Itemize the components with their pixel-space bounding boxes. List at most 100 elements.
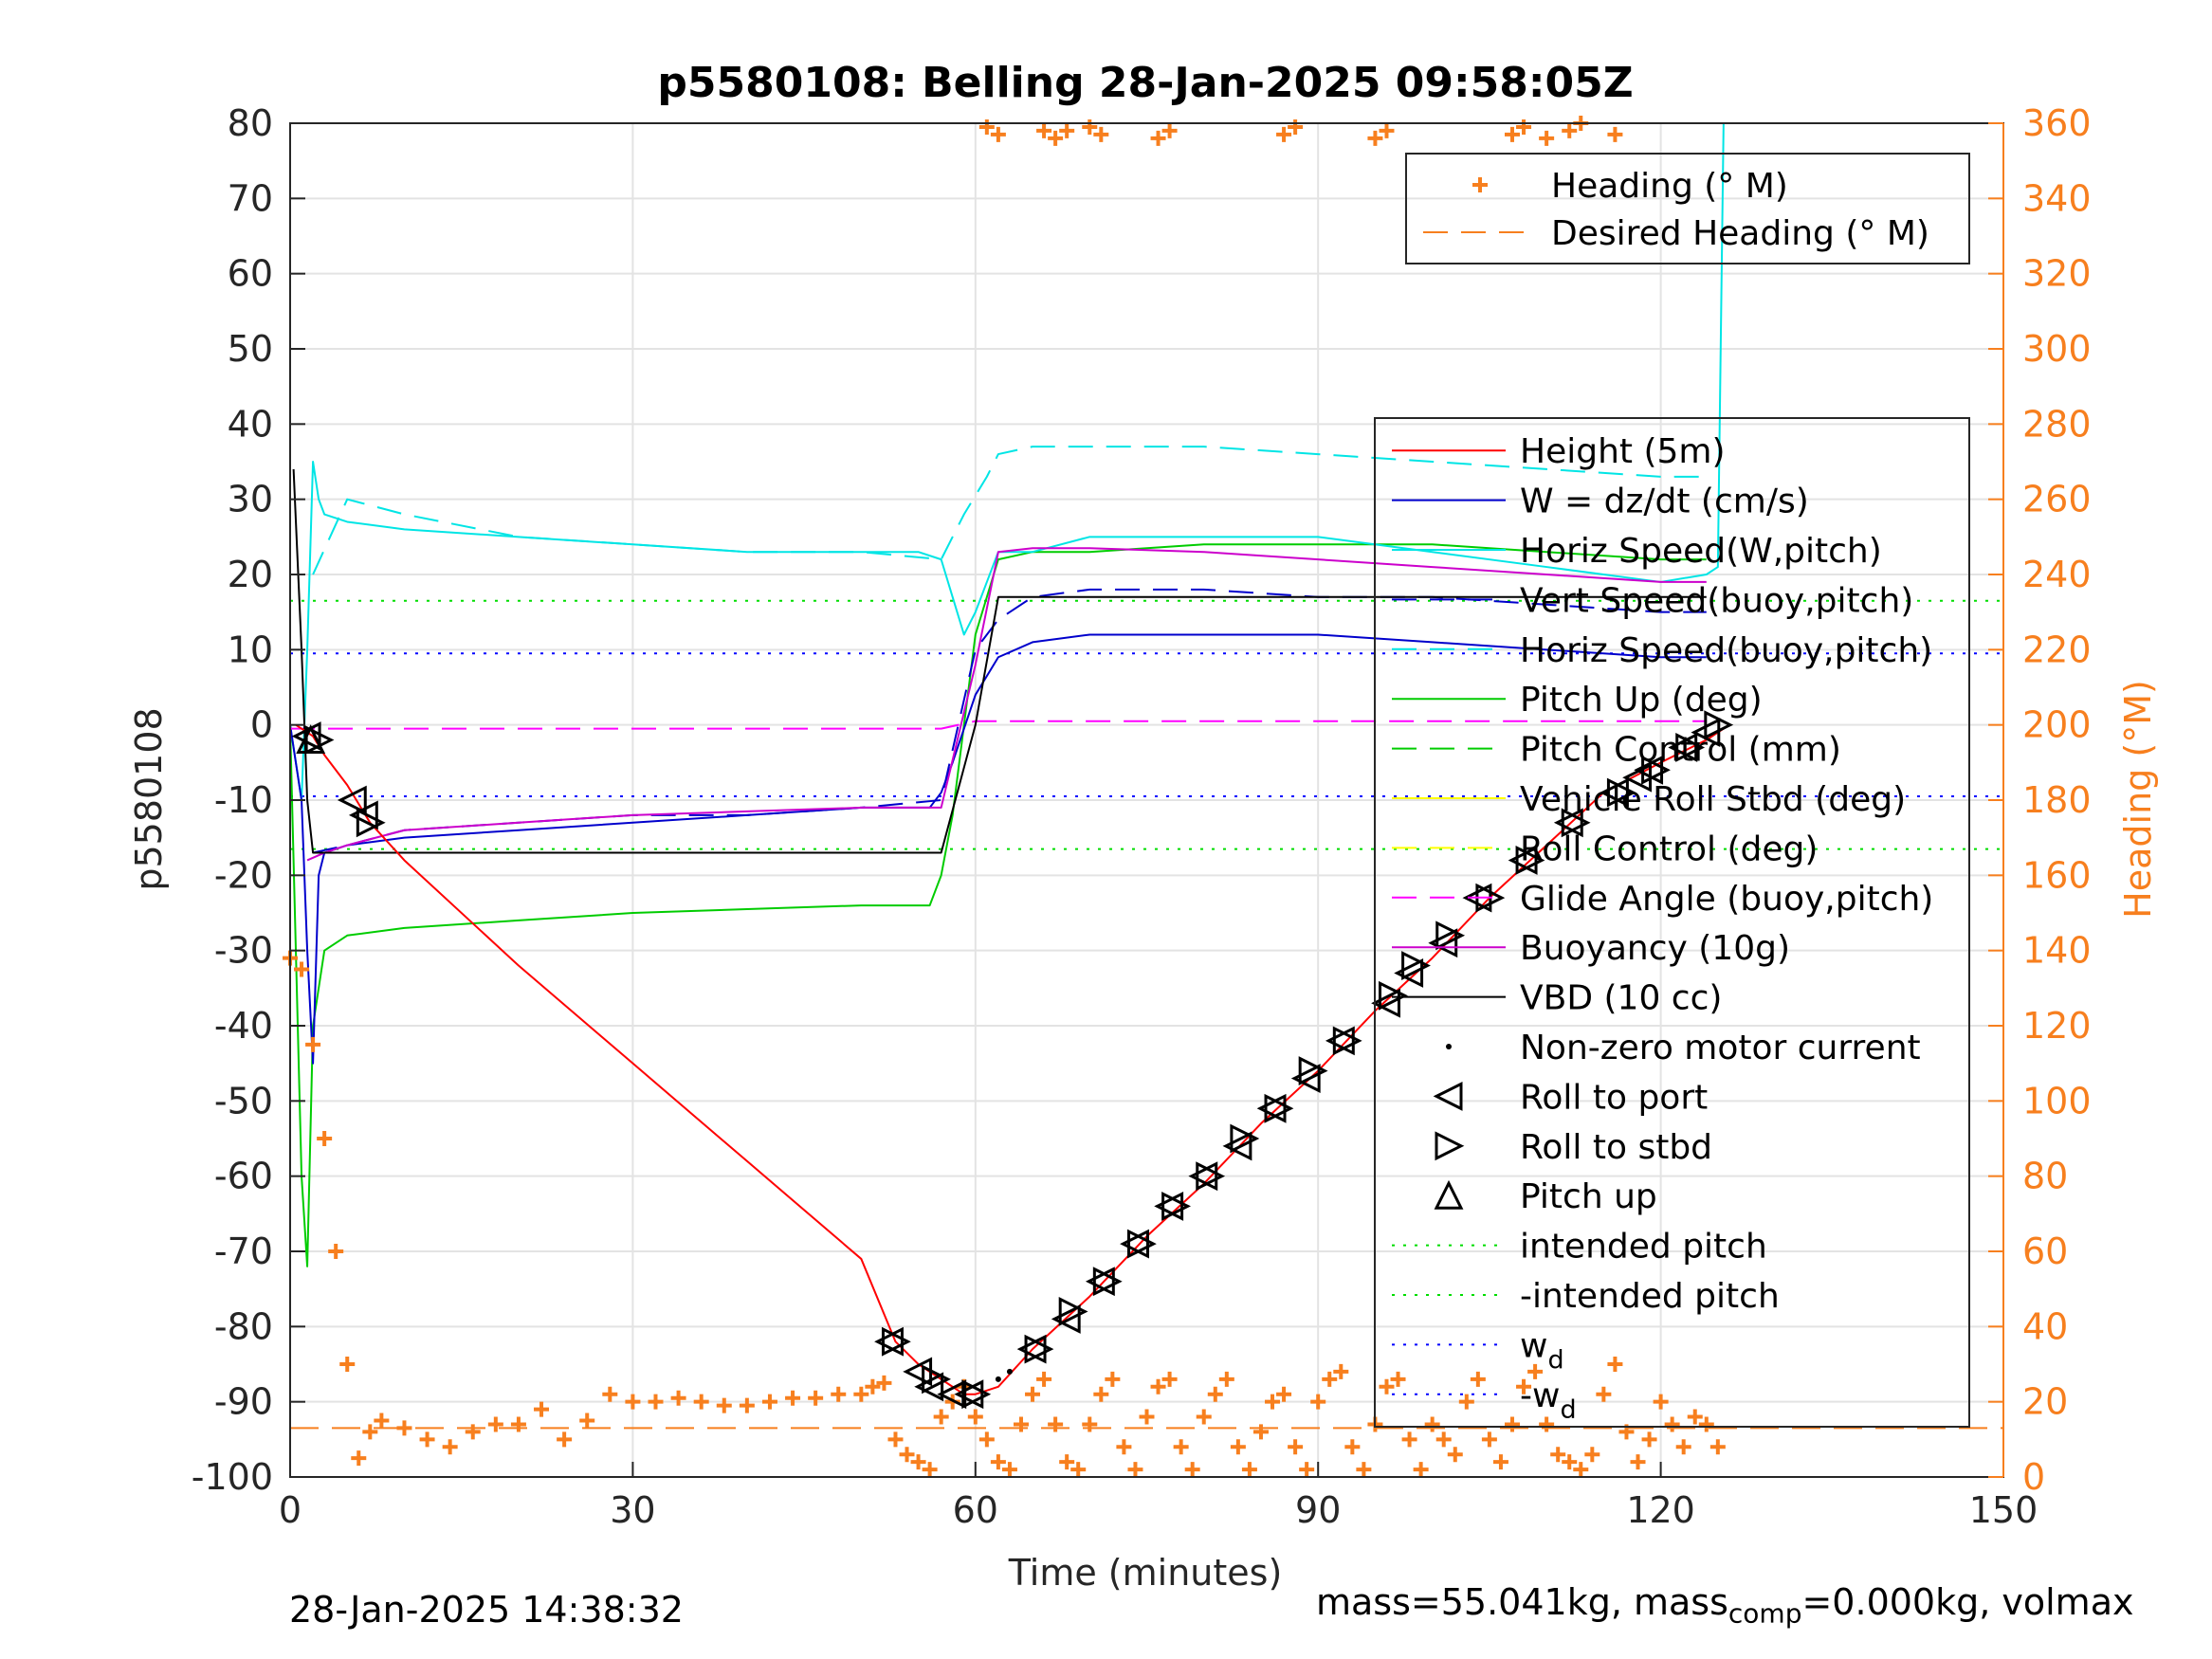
y-tick-label: -50 (214, 1080, 273, 1121)
x-axis-label: Time (minutes) (1008, 1552, 1283, 1594)
legend-label: Pitch up (1520, 1177, 1657, 1216)
y2-tick-label: 220 (2022, 629, 2092, 670)
marker-roll-stbd (1230, 1123, 1260, 1154)
heading-point (1082, 1416, 1098, 1432)
heading-point (716, 1397, 732, 1413)
marker-roll-port (937, 1379, 967, 1410)
heading-point (557, 1431, 573, 1448)
heading-point (808, 1390, 824, 1406)
heading-point (865, 1378, 881, 1395)
heading-point (1161, 1371, 1178, 1387)
y2-tick-label: 320 (2022, 253, 2092, 295)
marker-roll-stbd (1126, 1229, 1157, 1259)
marker-roll-port (1051, 1304, 1081, 1334)
heading-point (328, 1244, 344, 1259)
heading-point (1424, 1416, 1440, 1432)
marker-roll-stbd (1264, 1093, 1294, 1123)
legend-label: Vehicle Roll Stbd (deg) (1520, 780, 1906, 819)
legend-label: -wd (1520, 1376, 1577, 1425)
heading-point (761, 1394, 777, 1410)
marker-roll-port (1600, 777, 1629, 808)
heading-point (1276, 126, 1292, 142)
y-axis-label: p5580108 (128, 707, 170, 890)
y-tick-label: -80 (214, 1305, 273, 1347)
heading-point (1048, 130, 1064, 146)
y2-tick-label: 340 (2022, 177, 2092, 219)
y-tick-label: 70 (228, 177, 273, 219)
marker-pitch-up (296, 724, 326, 755)
heading-point (876, 1375, 892, 1391)
legend-label: Horiz Speed(buoy,pitch) (1520, 631, 1932, 670)
heading-point (1516, 118, 1532, 135)
y2-tick-label: 100 (2022, 1080, 2092, 1121)
heading-point (1013, 1416, 1029, 1432)
y-tick-label: -40 (214, 1005, 273, 1047)
footer-timestamp: 28-Jan-2025 14:38:32 (289, 1589, 684, 1631)
marker-roll-port (874, 1326, 904, 1357)
heading-point (933, 1409, 949, 1425)
heading-point (1709, 1439, 1726, 1455)
y-tick-label: -10 (214, 779, 273, 821)
series-vert-speed-buoy (312, 588, 1707, 854)
series-layer (283, 116, 2003, 1478)
legend-swatch (1433, 1081, 1463, 1111)
legend-label: Pitch Up (deg) (1520, 681, 1763, 720)
y-tick-label: 80 (228, 102, 273, 144)
legend-label: VBD (10 cc) (1520, 979, 1722, 1018)
marker-roll-port (1222, 1131, 1252, 1161)
marker-roll-stbd (356, 808, 386, 838)
heading-point (1265, 1394, 1281, 1410)
heading-point (1504, 126, 1520, 142)
marker-roll-port (348, 800, 378, 830)
heading-point (1641, 1431, 1657, 1448)
y2-tick-label: 200 (2022, 704, 2092, 746)
legend-swatch (1435, 1131, 1465, 1161)
heading-point (1401, 1431, 1417, 1448)
marker-roll-stbd (1332, 1026, 1362, 1056)
series-pitch-up (289, 543, 1707, 1267)
heading-point (1687, 1409, 1703, 1425)
y-tick-label: 0 (250, 704, 273, 746)
legend-box (1405, 153, 1970, 264)
heading-point (1607, 1357, 1623, 1372)
heading-point (1036, 122, 1052, 138)
legend-label: Horiz Speed(W,pitch) (1520, 532, 1882, 571)
y-tick-label: 60 (228, 253, 273, 295)
legend-box (1374, 417, 1970, 1428)
heading-point (1584, 1447, 1600, 1463)
heading-point (465, 1424, 481, 1440)
heading-point (1630, 1454, 1646, 1470)
marker-roll-port (1371, 988, 1400, 1018)
heading-point (1036, 1371, 1052, 1387)
legend-label: Glide Angle (buoy,pitch) (1520, 880, 1933, 919)
heading-point (1048, 1416, 1064, 1432)
marker-roll-port (1634, 755, 1664, 785)
x-tick-label: 60 (953, 1489, 998, 1531)
marker-roll-stbd (1058, 1297, 1088, 1326)
heading-point (922, 1462, 938, 1478)
heading-point (1276, 1386, 1292, 1402)
marker-roll-port (1553, 808, 1583, 838)
legend-swatch (1472, 177, 1488, 192)
marker-roll-stbd (1379, 980, 1408, 1011)
heading-point (1550, 1447, 1566, 1463)
heading-point (1310, 1394, 1326, 1410)
axes: 0 30 60 90 120 15080706050403020100-10-20-30-… (192, 102, 2092, 1531)
heading-point (602, 1386, 618, 1402)
legend-label: Roll Control (deg) (1520, 830, 1818, 868)
x-tick-label: 120 (1626, 1489, 1695, 1531)
heading-point (1059, 122, 1075, 138)
heading-point (910, 1454, 926, 1470)
y2-tick-label: 160 (2022, 854, 2092, 896)
y-tick-label: 10 (228, 629, 273, 670)
marker-roll-stbd (1024, 1334, 1054, 1364)
marker-motor-current (995, 1376, 1001, 1382)
heading-point (1139, 1409, 1155, 1425)
heading-point (1207, 1386, 1223, 1402)
heading-point (1504, 1416, 1520, 1432)
heading-point (899, 1447, 915, 1463)
footer-mass-sub: comp (1728, 1597, 1802, 1630)
heading-point (887, 1431, 904, 1448)
heading-point (1562, 122, 1578, 138)
heading-point (1105, 1371, 1121, 1387)
